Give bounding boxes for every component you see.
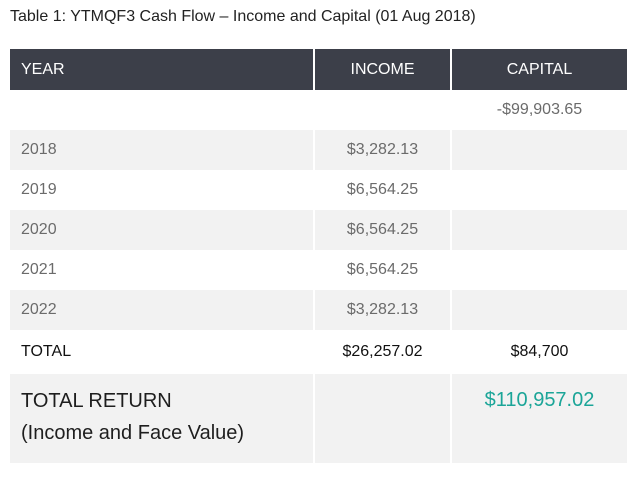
income-cell: $3,282.13 (314, 290, 452, 330)
table-row-initial: -$99,903.65 (10, 90, 627, 130)
total-return-value-cell: $110,957.02 (451, 374, 627, 463)
total-return-row: TOTAL RETURN (Income and Face Value) $11… (10, 374, 627, 463)
header-income: INCOME (314, 49, 452, 90)
total-capital: $84,700 (451, 330, 627, 374)
income-cell: $3,282.13 (314, 130, 452, 170)
cash-flow-table: YEAR INCOME CAPITAL -$99,903.65 2018 $3,… (10, 49, 627, 463)
table-row: 2018 $3,282.13 (10, 130, 627, 170)
year-cell: 2018 (10, 130, 315, 170)
year-cell: 2019 (10, 170, 315, 210)
initial-capital-cell: -$99,903.65 (451, 90, 627, 130)
table-row: 2021 $6,564.25 (10, 250, 627, 290)
total-return-label-cell: TOTAL RETURN (Income and Face Value) (10, 374, 315, 463)
total-row: TOTAL $26,257.02 $84,700 (10, 330, 627, 374)
table-row: 2022 $3,282.13 (10, 290, 627, 330)
table-row: 2020 $6,564.25 (10, 210, 627, 250)
table-title: Table 1: YTMQF3 Cash Flow – Income and C… (10, 8, 476, 25)
cell-year-empty (10, 90, 315, 130)
total-return-sublabel: (Income and Face Value) (21, 422, 245, 444)
income-cell: $6,564.25 (314, 250, 452, 290)
total-return-empty-cell (314, 374, 452, 463)
total-label: TOTAL (10, 330, 315, 374)
capital-cell (451, 210, 627, 250)
header-capital: CAPITAL (451, 49, 627, 90)
header-row: YEAR INCOME CAPITAL (10, 49, 627, 90)
total-return-value: $110,957.02 (484, 389, 595, 411)
year-cell: 2022 (10, 290, 315, 330)
year-cell: 2020 (10, 210, 315, 250)
income-cell: $6,564.25 (314, 170, 452, 210)
capital-cell (451, 130, 627, 170)
income-cell: $6,564.25 (314, 210, 452, 250)
capital-cell (451, 170, 627, 210)
table-row: 2019 $6,564.25 (10, 170, 627, 210)
total-return-label: TOTAL RETURN (21, 390, 172, 412)
year-cell: 2021 (10, 250, 315, 290)
capital-cell (451, 250, 627, 290)
capital-cell (451, 290, 627, 330)
header-year: YEAR (10, 49, 315, 90)
cell-income-empty (314, 90, 452, 130)
total-income: $26,257.02 (314, 330, 452, 374)
